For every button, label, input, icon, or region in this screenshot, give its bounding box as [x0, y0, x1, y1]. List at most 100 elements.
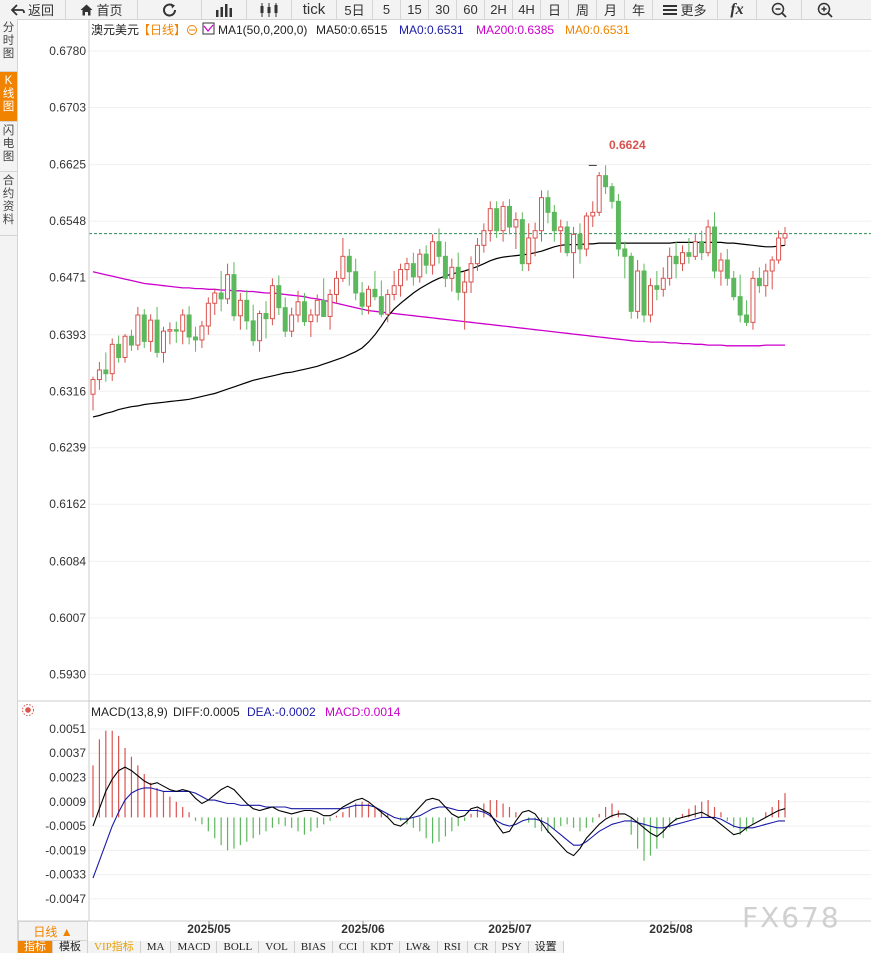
sun-icon[interactable] — [22, 704, 34, 716]
price-legend: 澳元美元 【日线】 MA1(50,0,200,0) MA50:0.6515 MA… — [91, 22, 630, 37]
period-button-4[interactable]: 60 — [457, 0, 485, 19]
period-button-0[interactable]: 5日 — [337, 0, 373, 19]
ma-indicator-icon[interactable] — [202, 22, 215, 35]
zoom-in-button[interactable] — [802, 0, 847, 19]
side-tab-2[interactable]: 闪电图 — [0, 122, 17, 172]
candle-body — [263, 313, 269, 320]
period-button-7[interactable]: 日 — [541, 0, 569, 19]
period-button-1[interactable]: 5 — [373, 0, 401, 19]
period-button-9[interactable]: 月 — [597, 0, 625, 19]
candle-body — [462, 281, 468, 293]
back-button[interactable]: 返回 — [0, 0, 66, 19]
candle-body — [603, 175, 609, 188]
candle-body — [372, 288, 378, 298]
candle-body — [692, 241, 698, 257]
candle — [545, 190, 551, 224]
candle-type-button[interactable] — [247, 0, 292, 19]
candle-body — [173, 329, 179, 332]
indicator-tab-boll[interactable]: BOLL — [217, 941, 260, 953]
period-button-3[interactable]: 30 — [429, 0, 457, 19]
tick-button[interactable]: tick — [292, 0, 337, 19]
candle-body — [519, 219, 525, 265]
candle — [583, 212, 589, 257]
indicator-tab-模板[interactable]: 模板 — [53, 941, 88, 953]
candle — [449, 258, 455, 292]
period-button-5[interactable]: 2H — [485, 0, 513, 19]
price-tick-label: 0.6548 — [49, 214, 86, 228]
indicator-tab-ma[interactable]: MA — [140, 941, 172, 953]
indicator-tab-指标[interactable]: 指标 — [18, 941, 53, 953]
ma50-value: MA50:0.6515 — [316, 23, 388, 37]
candle — [769, 256, 775, 290]
indicator-tab-rsi[interactable]: RSI — [437, 941, 468, 953]
indicator-tab-macd[interactable]: MACD — [171, 941, 218, 953]
more-button[interactable]: 更多 — [653, 0, 718, 19]
candle — [225, 263, 231, 304]
side-tab-1[interactable]: K线图 — [0, 72, 17, 122]
period-button-10[interactable]: 年 — [625, 0, 653, 19]
period-button-6[interactable]: 4H — [513, 0, 541, 19]
candle — [333, 271, 339, 304]
indicator-tab-vol[interactable]: VOL — [259, 941, 295, 953]
candle — [705, 219, 711, 257]
candle — [513, 212, 519, 249]
indicator-tabs: 指标 模板 VIP指标 MA MACD BOLL VOL BIAS CCI KDT LW& RSI CR… — [18, 941, 871, 953]
chart-type-button[interactable] — [202, 0, 247, 19]
price-tick-label: 0.6239 — [49, 441, 86, 455]
candle — [558, 219, 564, 253]
candle — [314, 294, 320, 323]
candle — [647, 278, 653, 323]
candle-body — [705, 226, 711, 254]
candle-body — [199, 325, 205, 341]
candle — [603, 165, 609, 194]
candle — [289, 307, 295, 337]
candle-body — [385, 293, 391, 315]
candle — [103, 352, 109, 382]
candle-body — [90, 379, 96, 395]
indicator-tab-cr[interactable]: CR — [467, 941, 496, 953]
candle — [724, 249, 730, 286]
candle-body — [225, 274, 231, 300]
home-button[interactable]: 首页 — [66, 0, 138, 19]
candle-body — [679, 252, 685, 265]
candle-body — [622, 248, 628, 257]
candle — [712, 212, 718, 279]
candle — [763, 263, 769, 297]
macd-params: MACD(13,8,9) — [91, 705, 168, 719]
candle — [622, 241, 628, 279]
indicator-tab-kdt[interactable]: KDT — [364, 941, 400, 953]
candle-body — [590, 211, 596, 217]
side-tab-0[interactable]: 分时图 — [0, 19, 17, 72]
candle — [237, 293, 243, 330]
period-button-8[interactable]: 周 — [569, 0, 597, 19]
side-tab-3[interactable]: 合约资料 — [0, 172, 17, 236]
candle-body — [417, 253, 423, 278]
candle — [506, 199, 512, 235]
candle — [532, 222, 538, 257]
indicator-tab-lw&[interactable]: LW& — [399, 941, 438, 953]
indicator-tab-vip指标[interactable]: VIP指标 — [88, 941, 141, 953]
period-select-button[interactable]: 日线 ▲ — [18, 921, 88, 941]
indicator-tab-设置[interactable]: 设置 — [528, 941, 564, 953]
candle — [205, 297, 211, 335]
formula-button[interactable]: fx — [718, 0, 757, 19]
period-button-2[interactable]: 15 — [401, 0, 429, 19]
candle-body — [148, 319, 154, 342]
candle — [430, 234, 436, 275]
macd-tick-label: -0.0005 — [45, 819, 86, 833]
menu-icon — [663, 4, 678, 16]
zoom-out-button[interactable] — [757, 0, 802, 19]
candle — [366, 285, 372, 315]
candle-body — [205, 302, 211, 327]
candle-body — [333, 277, 339, 295]
indicator-tab-bias[interactable]: BIAS — [294, 941, 333, 953]
candle — [718, 252, 724, 286]
price-tick-label: 0.5930 — [49, 667, 86, 681]
refresh-button[interactable] — [138, 0, 202, 19]
candle — [135, 306, 141, 351]
indicator-tab-psy[interactable]: PSY — [495, 941, 529, 953]
indicator-tab-cci[interactable]: CCI — [332, 941, 365, 953]
settings-toggle-icon[interactable] — [187, 25, 197, 35]
candle — [596, 172, 602, 216]
